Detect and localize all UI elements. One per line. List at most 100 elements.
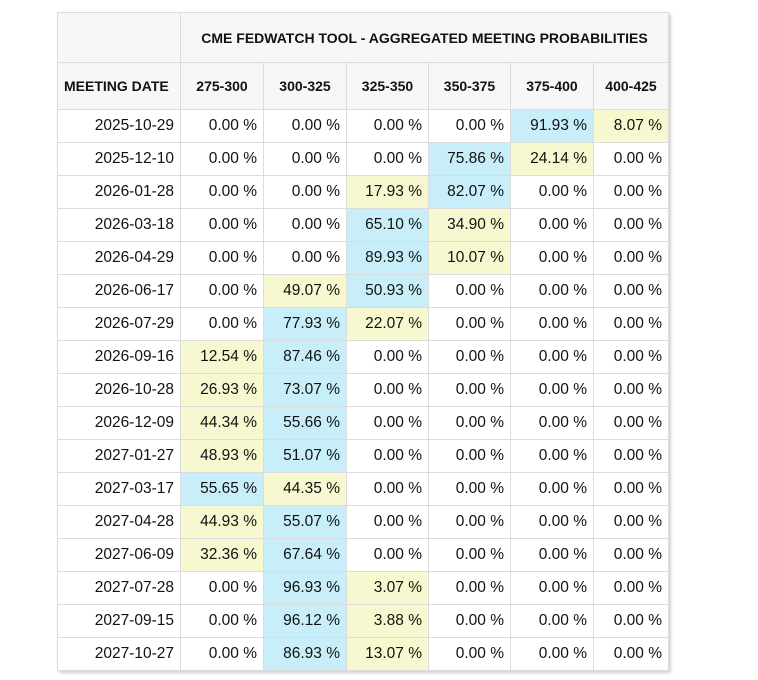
table-row: 2027-01-27 48.93 % 51.07 % 0.00 % 0.00 % 0.00… [57, 439, 669, 473]
probability-cell: 0.00 % [593, 472, 669, 506]
table-row: 2027-10-27 0.00 % 86.93 % 13.07 % 0.00 % 0.00… [57, 637, 669, 671]
probability-cell: 0.00 % [346, 505, 429, 539]
table-row: 2027-04-28 44.93 % 55.07 % 0.00 % 0.00 % 0.00… [57, 505, 669, 539]
meeting-date: 2027-04-28 [57, 505, 181, 539]
range-header: 275-300 [180, 62, 264, 110]
probability-cell: 0.00 % [593, 175, 669, 209]
probability-cell: 0.00 % [510, 175, 594, 209]
probability-cell: 96.12 % [263, 604, 347, 638]
probability-cell: 0.00 % [180, 241, 264, 275]
probability-cell: 55.07 % [263, 505, 347, 539]
meeting-date: 2026-10-28 [57, 373, 181, 407]
probability-cell: 0.00 % [428, 472, 511, 506]
probability-cell: 0.00 % [510, 604, 594, 638]
probability-cell: 51.07 % [263, 439, 347, 473]
table-row: 2026-04-29 0.00 % 0.00 % 89.93 % 10.07 % 0.00… [57, 241, 669, 275]
range-header: 350-375 [428, 62, 511, 110]
corner-cell [57, 12, 181, 63]
probability-cell: 0.00 % [593, 571, 669, 605]
probability-cell: 0.00 % [593, 604, 669, 638]
header-row: MEETING DATE 275-300 300-325 325-350 350-375… [57, 62, 669, 110]
table-row: 2026-10-28 26.93 % 73.07 % 0.00 % 0.00 % 0.00… [57, 373, 669, 407]
probability-cell: 0.00 % [593, 637, 669, 671]
probability-cell: 96.93 % [263, 571, 347, 605]
probability-cell: 34.90 % [428, 208, 511, 242]
probability-cell: 22.07 % [346, 307, 429, 341]
probability-cell: 73.07 % [263, 373, 347, 407]
probability-cell: 0.00 % [428, 274, 511, 308]
table-body: 2025-10-29 0.00 % 0.00 % 0.00 % 0.00 % 91.93 … [57, 109, 669, 671]
probability-cell: 0.00 % [593, 439, 669, 473]
probability-cell: 0.00 % [263, 142, 347, 176]
probability-cell: 0.00 % [593, 505, 669, 539]
probability-cell: 0.00 % [180, 175, 264, 209]
meeting-date: 2027-07-28 [57, 571, 181, 605]
meeting-date: 2026-04-29 [57, 241, 181, 275]
probability-table: CME FEDWATCH TOOL - AGGREGATED MEETING P… [57, 12, 669, 671]
meeting-date: 2026-03-18 [57, 208, 181, 242]
probability-cell: 12.54 % [180, 340, 264, 374]
table-row: 2026-12-09 44.34 % 55.66 % 0.00 % 0.00 % 0.00… [57, 406, 669, 440]
range-header: 400-425 [593, 62, 669, 110]
probability-cell: 0.00 % [593, 373, 669, 407]
probability-cell: 24.14 % [510, 142, 594, 176]
probability-cell: 0.00 % [510, 538, 594, 572]
probability-cell: 0.00 % [428, 604, 511, 638]
probability-cell: 0.00 % [510, 505, 594, 539]
probability-cell: 0.00 % [180, 109, 264, 143]
probability-cell: 13.07 % [346, 637, 429, 671]
probability-cell: 0.00 % [510, 307, 594, 341]
table-row: 2027-07-28 0.00 % 96.93 % 3.07 % 0.00 % 0.00 … [57, 571, 669, 605]
meeting-date: 2026-01-28 [57, 175, 181, 209]
probability-cell: 0.00 % [263, 241, 347, 275]
probability-cell: 0.00 % [263, 175, 347, 209]
probability-cell: 0.00 % [346, 109, 429, 143]
probability-cell: 0.00 % [593, 142, 669, 176]
probability-cell: 0.00 % [593, 406, 669, 440]
probability-cell: 55.65 % [180, 472, 264, 506]
table-row: 2026-07-29 0.00 % 77.93 % 22.07 % 0.00 % 0.00… [57, 307, 669, 341]
probability-cell: 0.00 % [180, 274, 264, 308]
probability-cell: 91.93 % [510, 109, 594, 143]
meeting-date: 2026-09-16 [57, 340, 181, 374]
table-row: 2025-12-10 0.00 % 0.00 % 0.00 % 75.86 % 24.14… [57, 142, 669, 176]
probability-cell: 0.00 % [180, 142, 264, 176]
meeting-date: 2026-07-29 [57, 307, 181, 341]
probability-cell: 50.93 % [346, 274, 429, 308]
probability-cell: 0.00 % [428, 307, 511, 341]
title-row: CME FEDWATCH TOOL - AGGREGATED MEETING P… [57, 12, 669, 63]
table-row: 2027-06-09 32.36 % 67.64 % 0.00 % 0.00 % 0.00… [57, 538, 669, 572]
range-header: 325-350 [346, 62, 429, 110]
probability-cell: 0.00 % [428, 571, 511, 605]
meeting-date: 2025-12-10 [57, 142, 181, 176]
probability-cell: 0.00 % [510, 472, 594, 506]
meeting-date: 2025-10-29 [57, 109, 181, 143]
probability-cell: 0.00 % [510, 241, 594, 275]
meeting-date: 2027-01-27 [57, 439, 181, 473]
probability-cell: 0.00 % [510, 571, 594, 605]
probability-cell: 0.00 % [510, 439, 594, 473]
probability-cell: 0.00 % [428, 340, 511, 374]
table-row: 2026-06-17 0.00 % 49.07 % 50.93 % 0.00 % 0.00… [57, 274, 669, 308]
probability-cell: 26.93 % [180, 373, 264, 407]
probability-cell: 75.86 % [428, 142, 511, 176]
probability-cell: 0.00 % [428, 373, 511, 407]
probability-cell: 0.00 % [510, 373, 594, 407]
probability-cell: 0.00 % [346, 439, 429, 473]
probability-cell: 0.00 % [593, 241, 669, 275]
table-row: 2025-10-29 0.00 % 0.00 % 0.00 % 0.00 % 91.93 … [57, 109, 669, 143]
table-row: 2027-09-15 0.00 % 96.12 % 3.88 % 0.00 % 0.00 … [57, 604, 669, 638]
probability-cell: 0.00 % [593, 538, 669, 572]
probability-cell: 0.00 % [346, 142, 429, 176]
probability-cell: 82.07 % [428, 175, 511, 209]
table-title: CME FEDWATCH TOOL - AGGREGATED MEETING P… [180, 12, 669, 63]
probability-cell: 65.10 % [346, 208, 429, 242]
probability-cell: 0.00 % [510, 406, 594, 440]
probability-cell: 0.00 % [593, 208, 669, 242]
table-row: 2026-03-18 0.00 % 0.00 % 65.10 % 34.90 % 0.00… [57, 208, 669, 242]
probability-cell: 49.07 % [263, 274, 347, 308]
probability-cell: 0.00 % [346, 373, 429, 407]
table-row: 2027-03-17 55.65 % 44.35 % 0.00 % 0.00 % 0.00… [57, 472, 669, 506]
probability-cell: 0.00 % [180, 307, 264, 341]
